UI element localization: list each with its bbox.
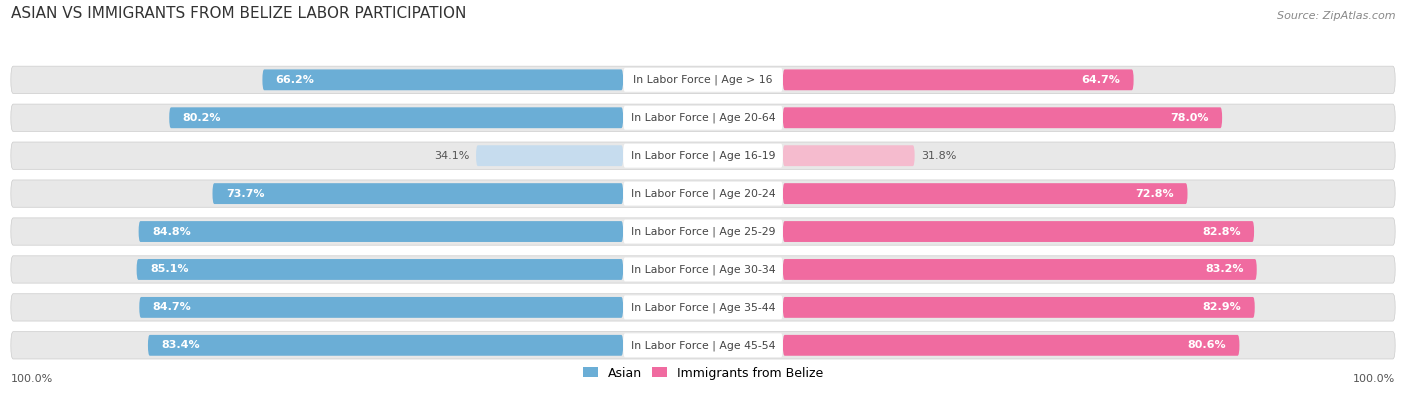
Text: 82.9%: 82.9%: [1202, 303, 1241, 312]
FancyBboxPatch shape: [783, 221, 1254, 242]
FancyBboxPatch shape: [623, 258, 783, 281]
FancyBboxPatch shape: [11, 180, 1395, 207]
Text: 84.7%: 84.7%: [153, 303, 191, 312]
FancyBboxPatch shape: [148, 335, 623, 356]
Text: In Labor Force | Age 20-64: In Labor Force | Age 20-64: [631, 113, 775, 123]
FancyBboxPatch shape: [11, 142, 1395, 169]
FancyBboxPatch shape: [623, 106, 783, 130]
Text: In Labor Force | Age > 16: In Labor Force | Age > 16: [633, 75, 773, 85]
FancyBboxPatch shape: [212, 183, 623, 204]
Text: 82.8%: 82.8%: [1202, 227, 1240, 237]
FancyBboxPatch shape: [783, 335, 1240, 356]
Text: 80.6%: 80.6%: [1188, 340, 1226, 350]
Text: In Labor Force | Age 25-29: In Labor Force | Age 25-29: [631, 226, 775, 237]
FancyBboxPatch shape: [139, 221, 623, 242]
Text: 72.8%: 72.8%: [1136, 189, 1174, 199]
FancyBboxPatch shape: [169, 107, 623, 128]
FancyBboxPatch shape: [783, 297, 1254, 318]
FancyBboxPatch shape: [623, 144, 783, 167]
FancyBboxPatch shape: [11, 66, 1395, 94]
Text: 31.8%: 31.8%: [921, 150, 956, 161]
FancyBboxPatch shape: [623, 220, 783, 243]
Text: 78.0%: 78.0%: [1170, 113, 1209, 123]
Text: 66.2%: 66.2%: [276, 75, 315, 85]
FancyBboxPatch shape: [11, 218, 1395, 245]
FancyBboxPatch shape: [11, 104, 1395, 132]
Legend: Asian, Immigrants from Belize: Asian, Immigrants from Belize: [578, 361, 828, 385]
FancyBboxPatch shape: [263, 70, 623, 90]
FancyBboxPatch shape: [11, 332, 1395, 359]
FancyBboxPatch shape: [623, 295, 783, 319]
FancyBboxPatch shape: [139, 297, 623, 318]
Text: In Labor Force | Age 45-54: In Labor Force | Age 45-54: [631, 340, 775, 351]
FancyBboxPatch shape: [136, 259, 623, 280]
FancyBboxPatch shape: [11, 256, 1395, 283]
FancyBboxPatch shape: [783, 259, 1257, 280]
Text: 83.2%: 83.2%: [1205, 265, 1243, 275]
FancyBboxPatch shape: [783, 70, 1133, 90]
FancyBboxPatch shape: [623, 68, 783, 92]
Text: Source: ZipAtlas.com: Source: ZipAtlas.com: [1277, 11, 1395, 21]
Text: In Labor Force | Age 35-44: In Labor Force | Age 35-44: [631, 302, 775, 313]
Text: ASIAN VS IMMIGRANTS FROM BELIZE LABOR PARTICIPATION: ASIAN VS IMMIGRANTS FROM BELIZE LABOR PA…: [11, 6, 467, 21]
FancyBboxPatch shape: [783, 107, 1222, 128]
Text: In Labor Force | Age 16-19: In Labor Force | Age 16-19: [631, 150, 775, 161]
Text: 80.2%: 80.2%: [183, 113, 221, 123]
FancyBboxPatch shape: [623, 182, 783, 205]
FancyBboxPatch shape: [783, 145, 915, 166]
FancyBboxPatch shape: [623, 333, 783, 357]
Text: 73.7%: 73.7%: [226, 189, 264, 199]
Text: In Labor Force | Age 20-24: In Labor Force | Age 20-24: [631, 188, 775, 199]
Text: In Labor Force | Age 30-34: In Labor Force | Age 30-34: [631, 264, 775, 275]
Text: 100.0%: 100.0%: [1353, 374, 1395, 384]
Text: 64.7%: 64.7%: [1081, 75, 1121, 85]
FancyBboxPatch shape: [477, 145, 623, 166]
Text: 85.1%: 85.1%: [150, 265, 188, 275]
FancyBboxPatch shape: [783, 183, 1188, 204]
Text: 83.4%: 83.4%: [162, 340, 200, 350]
FancyBboxPatch shape: [11, 294, 1395, 321]
Text: 84.8%: 84.8%: [152, 227, 191, 237]
Text: 34.1%: 34.1%: [434, 150, 470, 161]
Text: 100.0%: 100.0%: [11, 374, 53, 384]
